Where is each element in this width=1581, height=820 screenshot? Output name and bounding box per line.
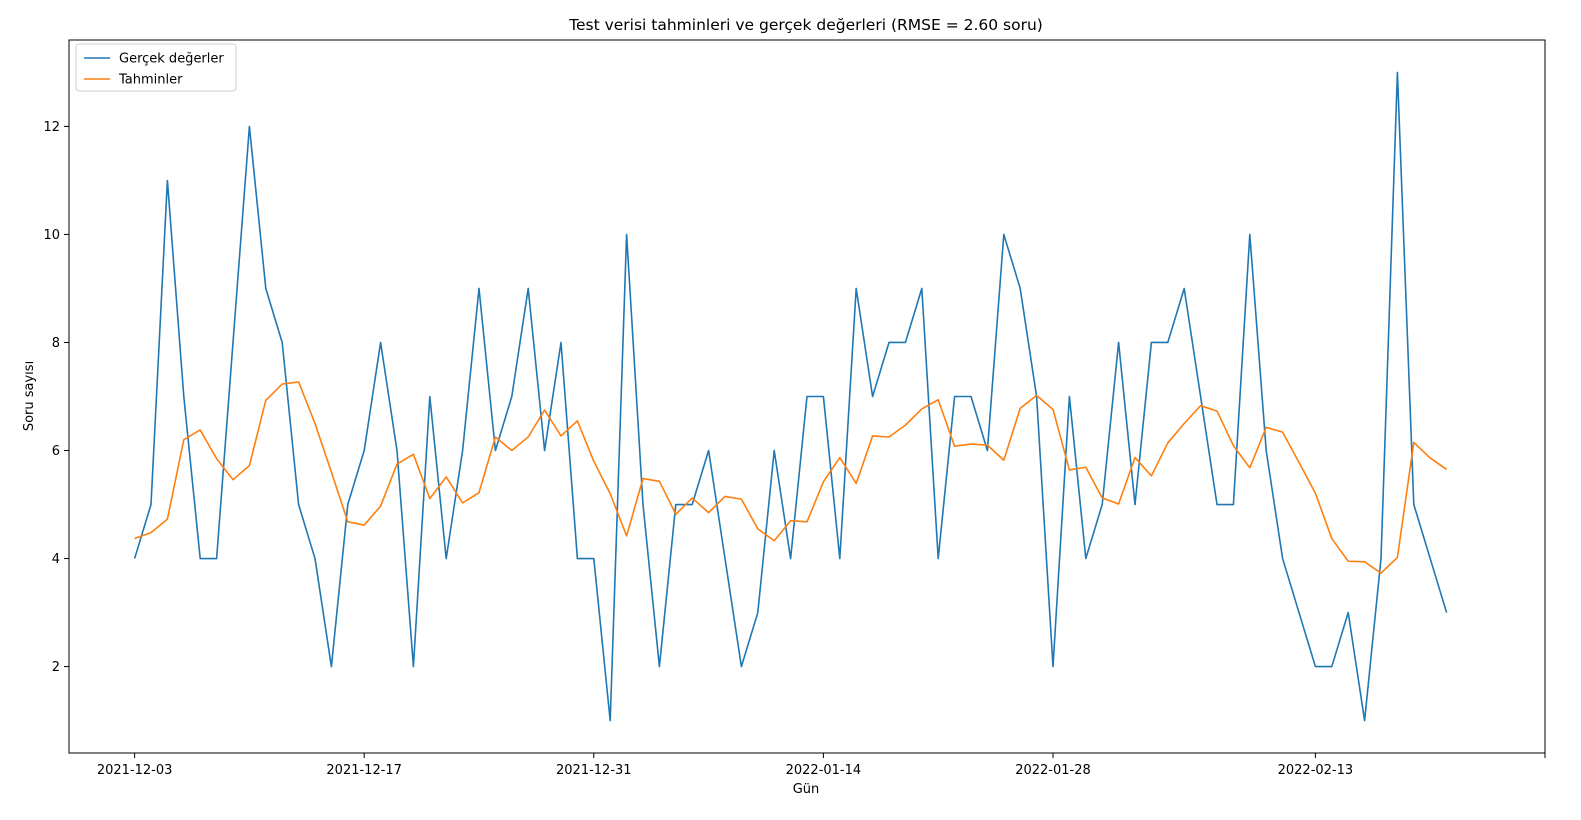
y-tick-label: 8 <box>52 336 60 351</box>
chart-title: Test verisi tahminleri ve gerçek değerle… <box>568 16 1043 34</box>
x-tick-label: 2022-01-28 <box>1015 763 1091 778</box>
y-tick-label: 10 <box>43 228 60 243</box>
legend-label: Tahminler <box>118 73 183 88</box>
plot-area: 2021-12-03 2021-12-17 2021-12-31 2022-01-14… <box>43 39 1546 778</box>
x-axis-label: Gün <box>793 782 820 797</box>
x-tick-label: 2021-12-03 <box>97 763 173 778</box>
y-tick-label: 6 <box>52 444 60 459</box>
y-axis-label: Soru sayısı <box>22 361 37 431</box>
series-line-predicted <box>134 381 1448 574</box>
y-tick-label: 2 <box>52 660 60 675</box>
axes-frame <box>68 39 1546 754</box>
legend-label: Gerçek değerler <box>119 52 224 67</box>
x-tick-label: 2022-01-14 <box>786 763 862 778</box>
x-tick-label: 2022-02-13 <box>1278 763 1354 778</box>
x-tick-label: 2021-12-17 <box>326 763 402 778</box>
series-line-actual <box>133 71 1448 722</box>
x-tick-label: 2021-12-31 <box>556 763 632 778</box>
legend: Gerçek değerler Tahminler <box>75 43 237 92</box>
legend-box <box>75 43 237 92</box>
y-tick-label: 4 <box>52 552 60 567</box>
y-tick-label: 12 <box>43 120 60 135</box>
